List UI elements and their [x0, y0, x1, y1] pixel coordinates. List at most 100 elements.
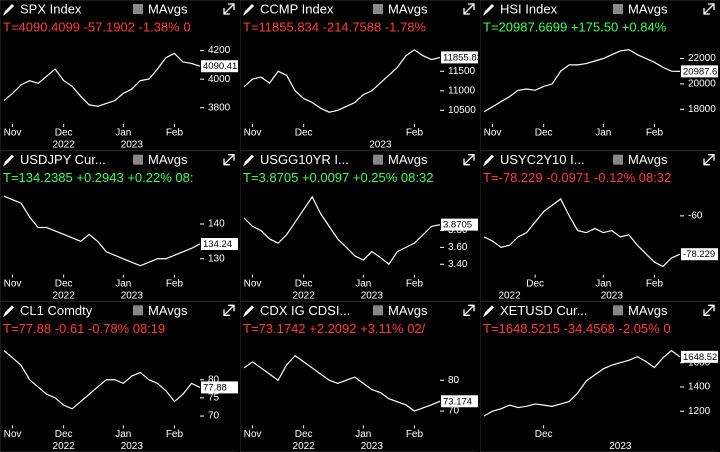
last-price-label: 1648.521 [683, 352, 720, 363]
edit-icon[interactable] [243, 305, 254, 318]
ma-checkbox[interactable] [133, 4, 143, 14]
edit-icon[interactable] [3, 4, 14, 16]
ma-checkbox[interactable] [133, 154, 143, 165]
year-label: 2022 [53, 441, 76, 452]
x-tick-label: Dec [55, 128, 73, 139]
x-tick-label: Nov [244, 128, 262, 139]
quote-line: T=1648.5215 -34.4568 -2.05% 0 [483, 321, 671, 336]
expand-icon[interactable] [463, 3, 475, 15]
security-title: CCMP Index [260, 1, 334, 16]
y-tick-label: 1600 [688, 357, 711, 368]
edit-icon[interactable] [3, 305, 14, 318]
y-tick-label: 11500 [448, 66, 476, 77]
expand-icon[interactable] [463, 304, 475, 316]
edit-icon[interactable] [483, 305, 494, 318]
quote-line: T=-78.229 -0.0971 -0.12% 08:32 [483, 170, 671, 185]
ma-label: MAvgs [388, 1, 428, 16]
y-tick-label: 20000 [688, 79, 716, 90]
x-tick-label: Dec [526, 278, 544, 289]
panel-bg [480, 0, 718, 151]
year-label: 2022 [293, 441, 316, 452]
expand-icon[interactable] [223, 304, 235, 316]
edit-icon[interactable] [483, 4, 494, 16]
last-price-tag [681, 350, 718, 363]
quote-line: T=134.2385 +0.2943 +0.22% 08: [3, 170, 193, 185]
last-price-label: 20987.67 [683, 66, 720, 77]
security-title: USGG10YR I... [260, 152, 349, 167]
ma-checkbox[interactable] [613, 305, 623, 316]
last-price-tag [201, 60, 238, 73]
expand-icon[interactable] [223, 3, 235, 15]
chart-panel: CCMP Index MAvgs T=11855.834 -214.7588 -1.… [240, 0, 478, 151]
ma-label: MAvgs [148, 152, 188, 167]
quote-line: T=73.1742 +2.2092 +3.11% 02/ [243, 321, 426, 336]
edit-icon[interactable] [483, 154, 494, 167]
y-tick-label: 70 [448, 406, 460, 417]
y-tick-label: 80 [208, 374, 220, 385]
panel-bg [0, 0, 238, 151]
year-label: 2023 [361, 290, 384, 301]
expand-icon[interactable] [223, 154, 235, 166]
price-line [3, 195, 201, 267]
x-tick-label: Feb [406, 278, 424, 289]
security-title: SPX Index [20, 1, 82, 16]
x-tick-label: Feb [406, 128, 424, 139]
last-price-tag [441, 218, 478, 231]
x-tick-label: Feb [646, 128, 664, 139]
price-line [483, 198, 681, 268]
y-tick-label: 3.80 [448, 225, 468, 236]
last-price-label: 73.174 [443, 396, 472, 407]
ma-label: MAvgs [388, 303, 428, 318]
ma-label: MAvgs [628, 1, 668, 16]
x-tick-label: Dec [535, 429, 553, 440]
quote-line: T=3.8705 +0.0097 +0.25% 08:32 [243, 170, 433, 185]
security-title: USYC2Y10 I... [500, 152, 585, 167]
x-tick-label: Nov [4, 429, 22, 440]
x-tick-label: Dec [295, 128, 313, 139]
y-tick-label: 4000 [208, 74, 231, 85]
year-label: 2022 [53, 140, 76, 151]
y-tick-label: 70 [208, 411, 220, 422]
expand-icon[interactable] [703, 154, 715, 166]
price-line [243, 49, 441, 113]
y-tick-label: 1200 [688, 406, 711, 417]
year-label: 2022 [498, 290, 521, 301]
edit-icon[interactable] [243, 4, 254, 16]
expand-icon[interactable] [463, 154, 475, 166]
chart-panel: USYC2Y10 I... MAvgs T=-78.229 -0.0971 -0.1… [480, 150, 718, 302]
last-price-tag [201, 381, 238, 394]
ma-label: MAvgs [148, 303, 188, 318]
x-tick-label: Nov [484, 128, 502, 139]
price-line [483, 48, 681, 113]
x-tick-label: Nov [244, 278, 262, 289]
last-price-tag [441, 395, 478, 408]
year-label: 2022 [53, 290, 76, 301]
chart-panel: SPX Index MAvgs T=4090.4099 -57.1902 -1.38… [0, 0, 238, 151]
price-line [3, 350, 201, 410]
x-tick-label: Dec [295, 429, 313, 440]
ma-checkbox[interactable] [373, 305, 383, 316]
ma-checkbox[interactable] [613, 4, 623, 14]
panel-bg [480, 301, 718, 452]
y-tick-label: 22000 [688, 53, 716, 64]
ma-checkbox[interactable] [373, 4, 383, 14]
ma-checkbox[interactable] [373, 154, 383, 165]
panel-bg [0, 301, 238, 452]
y-tick-label: -60 [688, 210, 703, 221]
ma-checkbox[interactable] [613, 154, 623, 165]
ma-checkbox[interactable] [133, 305, 143, 316]
last-price-tag [201, 238, 238, 251]
ma-label: MAvgs [628, 303, 668, 318]
quote-line: T=20987.6699 +175.50 +0.84% [483, 19, 667, 34]
expand-icon[interactable] [703, 3, 715, 15]
edit-icon[interactable] [3, 154, 14, 167]
year-label: 2023 [601, 290, 624, 301]
y-tick-label: 1400 [688, 382, 711, 393]
year-label: 2023 [369, 140, 392, 151]
quote-line: T=77.88 -0.61 -0.78% 08:19 [3, 321, 165, 336]
chart-panel: USDJPY Cur... MAvgs T=134.2385 +0.2943 +0.… [0, 150, 238, 302]
edit-icon[interactable] [243, 154, 254, 167]
security-title: CL1 Comdty [20, 303, 93, 318]
expand-icon[interactable] [703, 304, 715, 316]
